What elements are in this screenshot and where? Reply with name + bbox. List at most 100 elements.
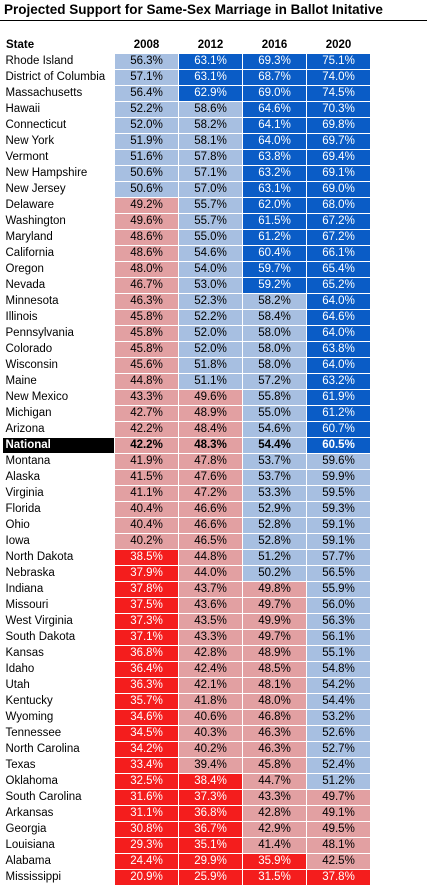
- value-cell: 55.7%: [178, 197, 243, 214]
- table-row: Missouri 37.5% 43.6% 49.7% 56.0%: [2, 597, 371, 614]
- value-cell: 56.3%: [114, 53, 179, 70]
- state-name: Maine: [2, 373, 115, 390]
- value-cell: 64.0%: [306, 357, 371, 374]
- table-row: New York 51.9% 58.1% 64.0% 69.7%: [2, 133, 371, 150]
- table-row: Nebraska 37.9% 44.0% 50.2% 56.5%: [2, 565, 371, 582]
- state-name: Texas: [2, 757, 115, 774]
- table-row: Michigan 42.7% 48.9% 55.0% 61.2%: [2, 405, 371, 422]
- table-row: Georgia 30.8% 36.7% 42.9% 49.5%: [2, 821, 371, 838]
- value-cell: 30.8%: [114, 821, 179, 838]
- value-cell: 36.7%: [178, 821, 243, 838]
- value-cell: 55.8%: [242, 389, 307, 406]
- value-cell: 37.3%: [178, 789, 243, 806]
- value-cell: 47.8%: [178, 453, 243, 470]
- value-cell: 37.1%: [114, 629, 179, 646]
- value-cell: 52.3%: [178, 293, 243, 310]
- table-row: Oklahoma 32.5% 38.4% 44.7% 51.2%: [2, 773, 371, 790]
- value-cell: 48.1%: [242, 677, 307, 694]
- value-cell: 52.4%: [306, 757, 371, 774]
- value-cell: 40.4%: [114, 517, 179, 534]
- value-cell: 48.9%: [242, 645, 307, 662]
- value-cell: 57.1%: [114, 69, 179, 86]
- state-name: Wyoming: [2, 709, 115, 726]
- state-name: Alabama: [2, 853, 115, 870]
- value-cell: 50.2%: [242, 565, 307, 582]
- value-cell: 53.2%: [306, 709, 371, 726]
- state-name: Hawaii: [2, 101, 115, 118]
- state-name: Louisiana: [2, 837, 115, 854]
- value-cell: 34.2%: [114, 741, 179, 758]
- value-cell: 36.3%: [114, 677, 179, 694]
- state-name: New Hampshire: [2, 165, 115, 182]
- value-cell: 64.0%: [306, 293, 371, 310]
- state-name: Kentucky: [2, 693, 115, 710]
- value-cell: 41.4%: [242, 837, 307, 854]
- value-cell: 24.4%: [114, 853, 179, 870]
- value-cell: 40.3%: [178, 725, 243, 742]
- value-cell: 58.6%: [178, 101, 243, 118]
- state-name: New Mexico: [2, 389, 115, 406]
- value-cell: 36.8%: [178, 805, 243, 822]
- state-name: Oregon: [2, 261, 115, 278]
- value-cell: 49.7%: [242, 629, 307, 646]
- value-cell: 41.8%: [178, 693, 243, 710]
- value-cell: 42.1%: [178, 677, 243, 694]
- value-cell: 56.4%: [114, 85, 179, 102]
- table-row: Hawaii 52.2% 58.6% 64.6% 70.3%: [2, 101, 371, 118]
- state-name: National: [2, 437, 115, 454]
- value-cell: 51.9%: [114, 133, 179, 150]
- table-row: Massachusetts 56.4% 62.9% 69.0% 74.5%: [2, 85, 371, 102]
- state-name: New York: [2, 133, 115, 150]
- value-cell: 42.5%: [306, 853, 371, 870]
- value-cell: 39.4%: [178, 757, 243, 774]
- value-cell: 53.7%: [242, 469, 307, 486]
- state-name: Illinois: [2, 309, 115, 326]
- value-cell: 68.0%: [306, 197, 371, 214]
- value-cell: 74.5%: [306, 85, 371, 102]
- state-name: Minnesota: [2, 293, 115, 310]
- value-cell: 49.6%: [114, 213, 179, 230]
- table-row: North Dakota 38.5% 44.8% 51.2% 57.7%: [2, 549, 371, 566]
- value-cell: 31.5%: [242, 869, 307, 886]
- value-cell: 63.1%: [178, 53, 243, 70]
- value-cell: 46.6%: [178, 501, 243, 518]
- value-cell: 62.9%: [178, 85, 243, 102]
- value-cell: 54.6%: [178, 245, 243, 262]
- value-cell: 46.6%: [178, 517, 243, 534]
- state-name: South Carolina: [2, 789, 115, 806]
- value-cell: 52.0%: [114, 117, 179, 134]
- value-cell: 40.6%: [178, 709, 243, 726]
- value-cell: 67.2%: [306, 213, 371, 230]
- state-name: Rhode Island: [2, 53, 115, 70]
- value-cell: 53.7%: [242, 453, 307, 470]
- table-row: Illinois 45.8% 52.2% 58.4% 64.6%: [2, 309, 371, 326]
- value-cell: 48.9%: [178, 405, 243, 422]
- value-cell: 51.6%: [114, 149, 179, 166]
- value-cell: 58.0%: [242, 325, 307, 342]
- value-cell: 49.1%: [306, 805, 371, 822]
- value-cell: 45.8%: [114, 341, 179, 358]
- title-bar: Projected Support for Same-Sex Marriage …: [0, 0, 427, 21]
- state-name: South Dakota: [2, 629, 115, 646]
- value-cell: 29.9%: [178, 853, 243, 870]
- value-cell: 32.5%: [114, 773, 179, 790]
- value-cell: 66.1%: [306, 245, 371, 262]
- table-row: Alaska 41.5% 47.6% 53.7% 59.9%: [2, 469, 371, 486]
- value-cell: 48.1%: [306, 837, 371, 854]
- value-cell: 59.5%: [306, 485, 371, 502]
- value-cell: 49.5%: [306, 821, 371, 838]
- value-cell: 60.4%: [242, 245, 307, 262]
- value-cell: 34.5%: [114, 725, 179, 742]
- table-row: Colorado 45.8% 52.0% 58.0% 63.8%: [2, 341, 371, 358]
- value-cell: 52.0%: [178, 325, 243, 342]
- state-name: District of Columbia: [2, 69, 115, 86]
- value-cell: 42.2%: [114, 437, 179, 454]
- table-row: Montana 41.9% 47.8% 53.7% 59.6%: [2, 453, 371, 470]
- value-cell: 49.8%: [242, 581, 307, 598]
- table-row: Tennessee 34.5% 40.3% 46.3% 52.6%: [2, 725, 371, 742]
- value-cell: 64.6%: [306, 309, 371, 326]
- value-cell: 60.5%: [306, 437, 371, 454]
- value-cell: 52.9%: [242, 501, 307, 518]
- value-cell: 63.2%: [306, 373, 371, 390]
- value-cell: 59.1%: [306, 533, 371, 550]
